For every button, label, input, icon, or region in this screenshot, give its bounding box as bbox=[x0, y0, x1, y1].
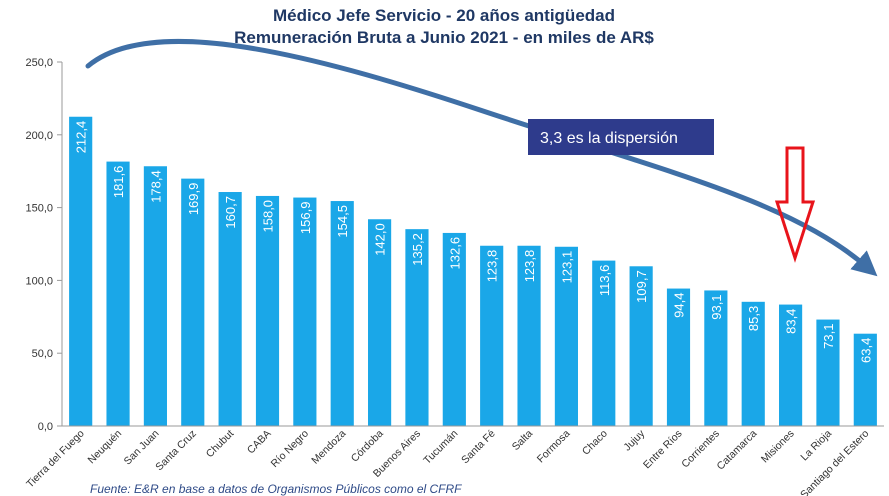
bar bbox=[666, 288, 691, 426]
data-label: 85,3 bbox=[746, 306, 761, 331]
data-label: 123,8 bbox=[522, 250, 537, 283]
y-tick-label: 100,0 bbox=[25, 275, 53, 287]
data-label: 93,1 bbox=[709, 294, 724, 319]
category-label: Santa Cruz bbox=[153, 428, 199, 474]
y-axis: 0,0 50,0 100,0 150,0 200,0 250,0 bbox=[25, 57, 63, 433]
bar bbox=[442, 232, 466, 426]
data-label: 73,1 bbox=[821, 324, 836, 349]
category-label: Salta bbox=[510, 428, 536, 454]
bar bbox=[106, 161, 130, 426]
bar bbox=[779, 304, 803, 426]
data-label: 83,4 bbox=[784, 309, 799, 334]
data-label: 156,9 bbox=[298, 202, 313, 235]
data-labels: 212,4 181,6 178,4 169,9 160,7 158,0 156,9 154,5… bbox=[74, 121, 874, 363]
category-label: Formosa bbox=[535, 428, 573, 466]
bar bbox=[629, 266, 653, 426]
category-label: Catamarca bbox=[715, 428, 760, 473]
category-label: Tucumán bbox=[421, 428, 460, 467]
category-label: Jujuy bbox=[621, 427, 647, 453]
category-label: Río Negro bbox=[269, 428, 311, 470]
highlight-down-arrow bbox=[774, 146, 816, 263]
data-label: 63,4 bbox=[858, 338, 873, 363]
data-label: 169,9 bbox=[186, 183, 201, 216]
category-label: La Rioja bbox=[798, 428, 834, 464]
data-label: 160,7 bbox=[223, 196, 238, 229]
y-tick-label: 150,0 bbox=[25, 203, 53, 215]
data-label: 94,4 bbox=[672, 293, 687, 318]
data-label: 178,4 bbox=[148, 170, 163, 203]
data-label: 113,6 bbox=[597, 265, 612, 297]
y-tick-label: 0,0 bbox=[38, 421, 53, 433]
bar bbox=[330, 201, 354, 426]
y-tick-label: 200,0 bbox=[25, 130, 53, 142]
annotation-text: 3,3 es la dispersión bbox=[540, 130, 678, 147]
trend-arrow bbox=[85, 38, 878, 277]
chart-title: Médico Jefe Servicio - 20 años antigüeda… bbox=[273, 6, 615, 25]
data-label: 109,7 bbox=[634, 270, 649, 303]
bar bbox=[741, 301, 765, 426]
data-label: 123,8 bbox=[485, 250, 500, 283]
bar bbox=[704, 290, 728, 426]
bar bbox=[143, 166, 167, 426]
bar bbox=[517, 245, 541, 426]
bar bbox=[218, 192, 242, 426]
category-label: Chubut bbox=[204, 428, 236, 460]
source-note: Fuente: E&R en base a datos de Organismo… bbox=[90, 482, 462, 496]
bar bbox=[255, 195, 280, 426]
bar bbox=[480, 245, 504, 426]
data-label: 123,1 bbox=[559, 251, 574, 284]
category-label: Santiago del Estero bbox=[798, 428, 871, 496]
category-label: Córdoba bbox=[349, 428, 386, 465]
category-label: Chaco bbox=[580, 428, 610, 458]
data-label: 154,5 bbox=[335, 205, 350, 238]
data-label: 158,0 bbox=[261, 200, 276, 233]
y-tick-label: 250,0 bbox=[25, 57, 53, 69]
bar bbox=[405, 229, 429, 426]
bar bbox=[853, 333, 877, 426]
category-label: Tierra del Fuego bbox=[24, 428, 87, 491]
data-label: 142,0 bbox=[373, 223, 388, 256]
data-label: 181,6 bbox=[111, 166, 126, 199]
data-label: 132,6 bbox=[447, 237, 462, 270]
bar bbox=[293, 197, 317, 426]
bar bbox=[181, 178, 205, 426]
bar bbox=[69, 116, 93, 426]
data-label: 135,2 bbox=[410, 233, 425, 266]
category-label: Neuquén bbox=[86, 428, 125, 467]
bar bbox=[592, 260, 616, 426]
bar bbox=[554, 246, 578, 426]
category-label: CABA bbox=[245, 428, 274, 457]
bar bbox=[816, 319, 840, 426]
category-label: Entre Ríos bbox=[641, 428, 685, 472]
chart-subtitle: Remuneración Bruta a Junio 2021 - en mil… bbox=[234, 28, 654, 47]
category-label: Misiones bbox=[759, 428, 797, 466]
category-label: Santa Fé bbox=[459, 428, 498, 467]
bars bbox=[69, 116, 877, 426]
category-label: Mendoza bbox=[309, 428, 348, 467]
bar bbox=[368, 219, 392, 426]
data-label: 212,4 bbox=[74, 121, 89, 154]
annotation-box: 3,3 es la dispersión bbox=[528, 119, 714, 155]
y-tick-label: 50,0 bbox=[32, 348, 53, 360]
